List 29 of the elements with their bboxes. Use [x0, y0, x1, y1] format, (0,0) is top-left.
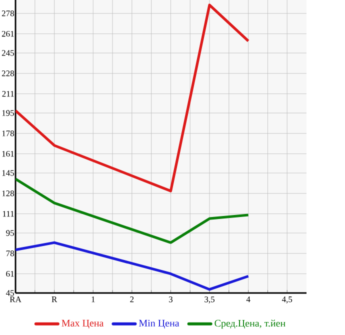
x-tick-label: R — [52, 296, 58, 302]
y-tick-label: 228 — [2, 70, 14, 76]
y-tick-label: 261 — [2, 30, 14, 37]
x-tick-label: RA — [10, 296, 22, 302]
legend-label: Min Цена — [138, 320, 180, 329]
line-series — [16, 241, 250, 291]
x-tick-label: 3,5 — [204, 296, 214, 304]
y-tick-label: 245 — [2, 50, 14, 56]
legend-label: Max Цена — [62, 320, 104, 329]
line-series — [16, 4, 250, 192]
y-tick-label: 95 — [6, 230, 14, 236]
x-tick-label: 4,5 — [282, 296, 292, 304]
x-tick-label: 4 — [246, 296, 250, 302]
y-tick-label: 145 — [2, 170, 14, 176]
x-tick-label: 3 — [169, 296, 173, 302]
x-tick-label: 2 — [130, 296, 134, 302]
y-tick-label: 128 — [2, 190, 14, 196]
y-tick-label: 278 — [2, 10, 14, 16]
x-tick-label: 1 — [92, 296, 95, 302]
y-tick-label: 195 — [2, 110, 14, 116]
y-tick-label: 161 — [2, 150, 14, 157]
y-tick-label: 61 — [6, 270, 14, 277]
y-tick-label: 78 — [6, 250, 14, 256]
y-tick-label: 211 — [2, 90, 14, 97]
y-tick-label: 178 — [2, 130, 14, 136]
y-tick-label: 45 — [6, 290, 14, 296]
y-tick-label: 111 — [2, 210, 14, 217]
legend-label: Сред.Цена, т.йен — [214, 320, 286, 329]
line-series — [16, 178, 250, 244]
